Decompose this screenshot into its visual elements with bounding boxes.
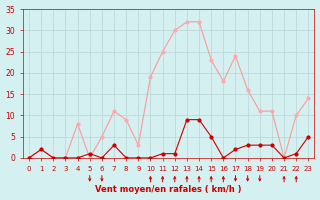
X-axis label: Vent moyen/en rafales ( km/h ): Vent moyen/en rafales ( km/h ) [95,185,242,194]
